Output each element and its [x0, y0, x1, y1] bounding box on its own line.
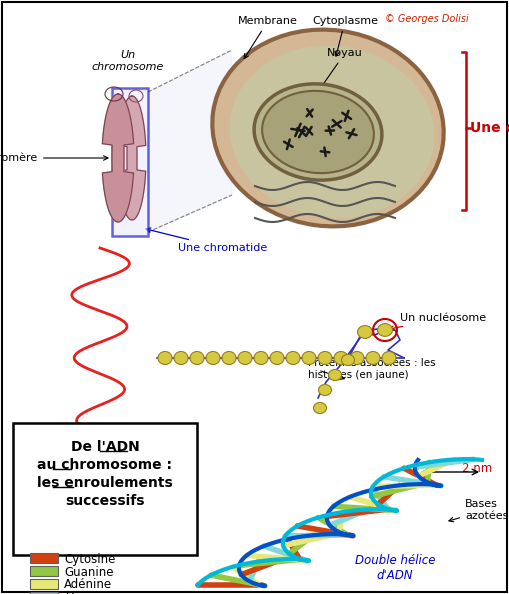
Text: Centromère: Centromère [0, 153, 108, 163]
Ellipse shape [378, 324, 392, 336]
Ellipse shape [158, 352, 172, 365]
Polygon shape [118, 96, 146, 220]
Text: Adénine: Adénine [64, 579, 112, 592]
Text: 2 nm: 2 nm [462, 462, 492, 475]
Ellipse shape [350, 352, 364, 365]
Ellipse shape [318, 352, 332, 365]
Text: Une chromatide: Une chromatide [146, 228, 267, 253]
Ellipse shape [382, 352, 396, 365]
FancyBboxPatch shape [13, 423, 197, 555]
Ellipse shape [366, 352, 380, 365]
Ellipse shape [314, 403, 326, 413]
Text: © Georges Dolisi: © Georges Dolisi [385, 14, 469, 24]
Ellipse shape [319, 384, 331, 396]
Text: Bases
azotées: Bases azotées [449, 499, 508, 522]
Ellipse shape [254, 352, 268, 365]
Ellipse shape [357, 326, 373, 339]
Text: Un
chromosome: Un chromosome [92, 50, 164, 72]
Text: au chromosome :: au chromosome : [38, 458, 173, 472]
Bar [30, 579, 58, 589]
Ellipse shape [212, 30, 444, 226]
Ellipse shape [190, 352, 204, 365]
Ellipse shape [286, 352, 300, 365]
Polygon shape [102, 94, 133, 222]
Ellipse shape [174, 352, 188, 365]
Bar [30, 592, 58, 594]
Ellipse shape [238, 352, 252, 365]
Text: Une cellule: Une cellule [470, 121, 509, 135]
Bar [30, 566, 58, 576]
Ellipse shape [222, 352, 236, 365]
Text: Un nucléosome: Un nucléosome [389, 313, 486, 330]
Ellipse shape [206, 352, 220, 365]
Ellipse shape [334, 352, 348, 365]
Ellipse shape [262, 91, 374, 173]
Ellipse shape [230, 46, 434, 219]
Text: Thymine: Thymine [64, 592, 116, 594]
Ellipse shape [270, 352, 284, 365]
Text: successifs: successifs [65, 494, 145, 508]
Text: Cytoplasme: Cytoplasme [312, 16, 378, 56]
Bar [112, 88, 148, 236]
Ellipse shape [328, 369, 342, 381]
Text: Membrane: Membrane [238, 16, 298, 59]
Text: Double hélice
d'ADN: Double hélice d'ADN [355, 554, 435, 582]
Text: Cytosine: Cytosine [64, 552, 116, 565]
Text: les enroulements: les enroulements [37, 476, 173, 490]
Text: Guanine: Guanine [64, 565, 114, 579]
Bar [30, 553, 58, 563]
Polygon shape [148, 50, 232, 232]
Ellipse shape [254, 84, 382, 180]
Text: De l'ADN: De l'ADN [71, 440, 139, 454]
Ellipse shape [342, 355, 354, 365]
Ellipse shape [302, 352, 316, 365]
Text: Protéines associées : les
histones (en jaune): Protéines associées : les histones (en j… [308, 358, 436, 380]
Text: Noyau: Noyau [317, 48, 363, 93]
